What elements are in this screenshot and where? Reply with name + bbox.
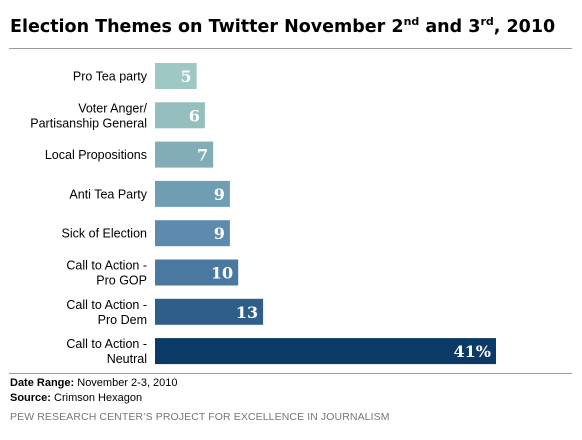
bar (155, 141, 214, 168)
bar (155, 220, 230, 247)
bar (155, 63, 197, 89)
credit-line: PEW RESEARCH CENTER’S PROJECT FOR EXCELL… (10, 411, 390, 423)
bar-value-label: 6 (189, 106, 200, 125)
footer-divider (9, 373, 572, 374)
title-divider (9, 48, 572, 49)
source-note: Source: Crimson Hexagon (10, 392, 142, 404)
category-label: Call to Action -Neutral (66, 337, 147, 366)
category-label: Local Propositions (45, 148, 147, 162)
title-tail: , 2010 (493, 17, 556, 37)
source-label: Source: (10, 392, 51, 404)
source-value: Crimson Hexagon (50, 392, 143, 404)
bar (155, 338, 496, 365)
category-label: Call to Action -Pro GOP (66, 259, 147, 288)
title-superscript-rd: rd (480, 15, 494, 28)
bar-value-label: 5 (180, 67, 191, 86)
bar (155, 298, 264, 325)
bar-value-label: 13 (236, 303, 258, 322)
date-range-note: Date Range: November 2-3, 2010 (10, 377, 178, 389)
bar (155, 180, 230, 207)
category-label: Pro Tea party (73, 70, 148, 84)
category-label: Voter Anger/Partisanship General (30, 101, 147, 130)
bar-value-label: 7 (197, 146, 208, 165)
date-range-value: November 2-3, 2010 (74, 377, 178, 389)
category-label: Anti Tea Party (69, 187, 147, 201)
title-and: and 3 (419, 17, 481, 37)
bar-value-label: 9 (214, 224, 225, 243)
bar-chart: 5 Pro Tea party 6 Voter Anger/Partisanship … (30, 63, 496, 366)
bar-value-label: 9 (214, 185, 225, 204)
category-label: Sick of Election (62, 227, 148, 241)
title-main: Election Themes on Twitter November 2 (10, 17, 404, 37)
chart-title: Election Themes on Twitter November 2nd … (10, 15, 556, 37)
category-label: Call to Action -Pro Dem (66, 298, 147, 327)
bar (155, 102, 205, 129)
date-range-label: Date Range: (10, 377, 75, 389)
bar (155, 259, 239, 286)
bar-value-label: 10 (211, 264, 233, 283)
bar-value-label: 41% (454, 342, 491, 361)
title-superscript-nd: nd (403, 15, 420, 28)
